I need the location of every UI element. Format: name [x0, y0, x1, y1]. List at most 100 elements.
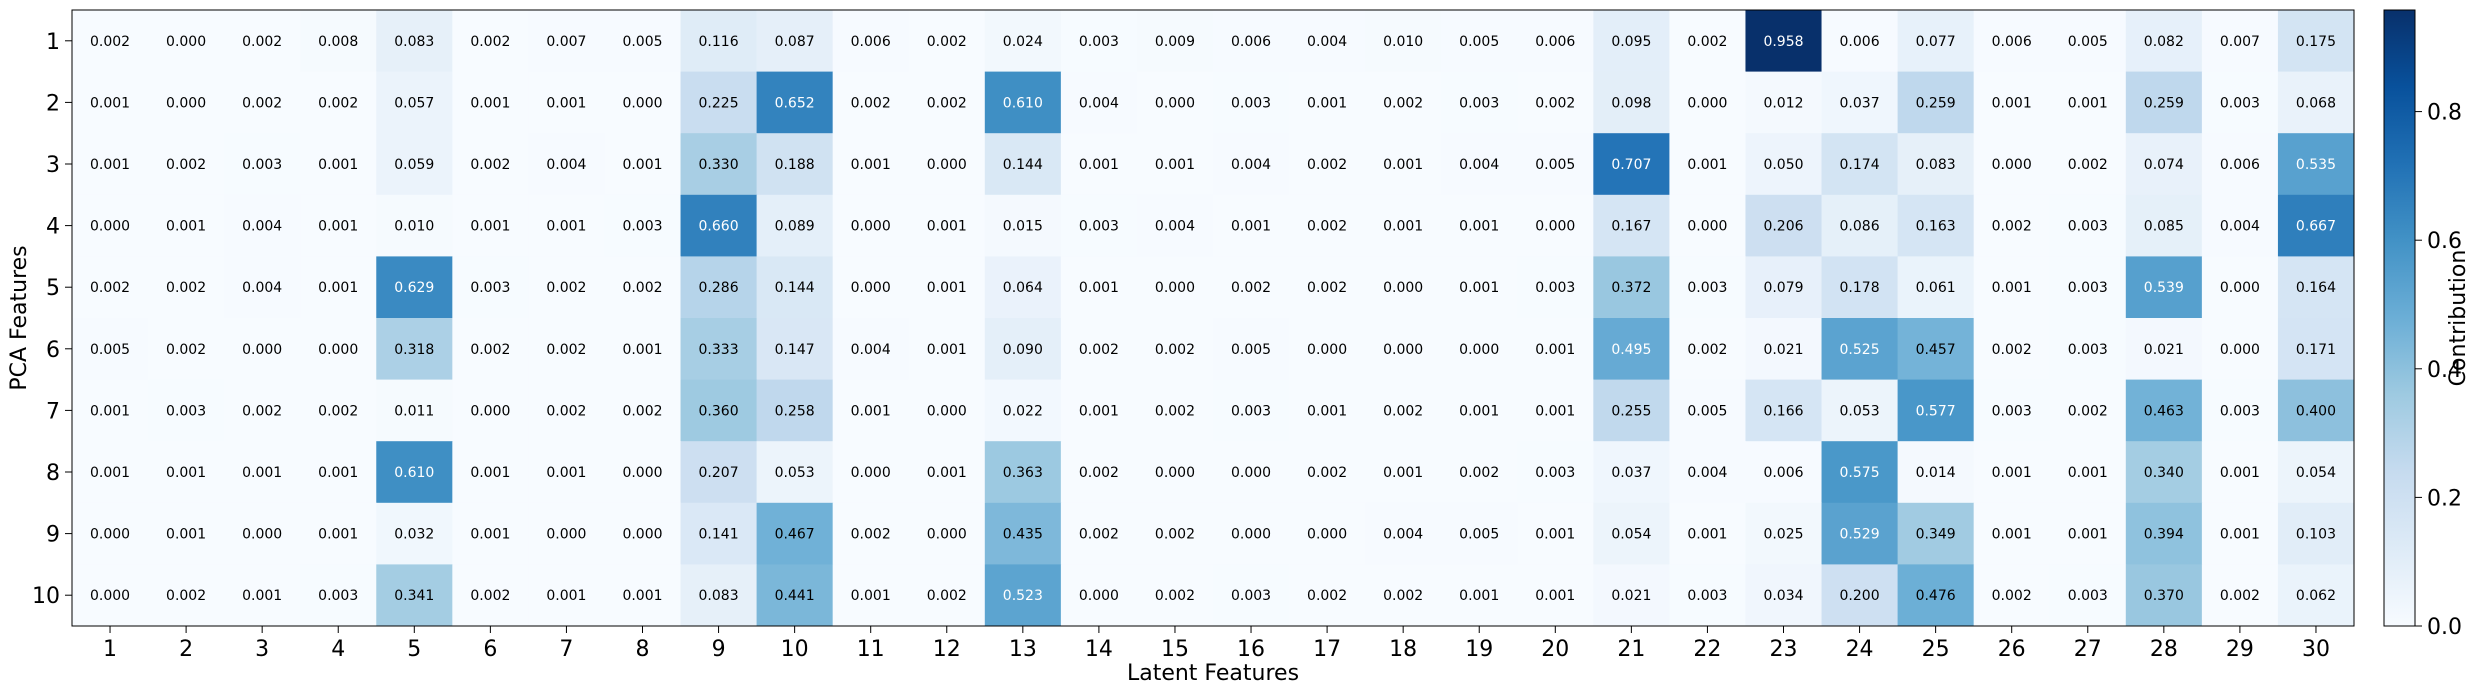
cell-value-label: 0.001 [622, 342, 662, 358]
cell-value-label: 0.006 [1231, 34, 1271, 50]
cell-value-label: 0.000 [851, 280, 891, 296]
heatmap-cell [1441, 256, 1518, 319]
cell-value-label: 0.164 [2296, 280, 2336, 296]
cell-value-label: 0.539 [2144, 280, 2184, 296]
heatmap-cell [1060, 564, 1138, 627]
heatmap-cell [1060, 71, 1138, 134]
cell-value-label: 0.003 [1231, 95, 1271, 111]
cell-value-label: 0.001 [470, 219, 510, 235]
cell-value-label: 0.002 [1687, 342, 1727, 358]
cell-value-label: 0.001 [90, 403, 130, 419]
heatmap-cell [452, 10, 529, 73]
cell-value-label: 0.054 [2296, 465, 2336, 481]
cell-value-label: 0.116 [699, 34, 739, 50]
heatmap-cell [908, 318, 986, 381]
cell-value-label: 0.372 [1611, 280, 1651, 296]
heatmap-cell [1365, 194, 1442, 257]
heatmap-cell [1821, 379, 1899, 442]
heatmap-cell [1897, 133, 1975, 196]
heatmap-cell [832, 194, 910, 257]
x-tick-label: 29 [2226, 637, 2254, 662]
heatmap-cell [1060, 133, 1138, 196]
heatmap-cell [2049, 10, 2127, 73]
heatmap-cell [680, 194, 758, 257]
cell-value-label: 0.002 [470, 34, 510, 50]
y-tick-label: 5 [46, 276, 60, 301]
heatmap-cell [1441, 318, 1518, 381]
cell-value-label: 0.001 [470, 465, 510, 481]
cell-value-label: 0.259 [1916, 95, 1956, 111]
plot-frame [71, 9, 2355, 627]
cell-value-label: 0.083 [394, 34, 434, 50]
cell-value-label: 0.363 [1003, 465, 1043, 481]
cell-value-label: 0.002 [166, 280, 206, 296]
cell-value-label: 0.004 [242, 280, 282, 296]
cell-value-label: 0.001 [242, 465, 282, 481]
cell-value-label: 0.002 [1231, 280, 1271, 296]
heatmap-cell [756, 379, 834, 442]
heatmap-cell [528, 194, 605, 257]
heatmap-cell [1289, 71, 1366, 134]
x-tick-label: 7 [559, 637, 573, 662]
cell-value-label: 0.001 [1535, 527, 1575, 543]
cell-value-label: 0.003 [1231, 403, 1271, 419]
heatmap-cell [72, 133, 149, 196]
cell-value-label: 0.001 [546, 465, 586, 481]
heatmap-cell [1745, 133, 1823, 196]
heatmap-cell [1593, 256, 1670, 319]
cell-value-label: 0.002 [1307, 219, 1347, 235]
heatmap-cell [1517, 564, 1594, 627]
cell-value-label: 0.003 [470, 280, 510, 296]
x-tick-label: 27 [2074, 637, 2102, 662]
heatmap-cell [1365, 441, 1442, 504]
cell-value-label: 0.021 [1763, 342, 1803, 358]
cell-value-label: 0.006 [1840, 34, 1880, 50]
heatmap-cell [148, 71, 225, 134]
heatmap-cell [680, 318, 758, 381]
cell-value-label: 0.349 [1916, 527, 1956, 543]
cell-value-label: 0.610 [1003, 95, 1043, 111]
cell-value-label: 0.001 [1383, 157, 1423, 173]
colorbar-tick-label: 0.0 [2427, 615, 2462, 640]
heatmap-cell [1897, 10, 1975, 73]
heatmap-cell [300, 564, 377, 627]
cell-value-label: 0.259 [2144, 95, 2184, 111]
cell-value-label: 0.467 [775, 527, 815, 543]
heatmap-cell [224, 10, 301, 73]
heatmap-cell [1365, 133, 1442, 196]
cell-value-label: 0.001 [1992, 95, 2032, 111]
heatmap-cell [2125, 256, 2203, 319]
heatmap-cell [1060, 10, 1138, 73]
heatmap-cell [1897, 502, 1975, 565]
heatmap-cell [604, 256, 682, 319]
heatmap-cell [148, 502, 225, 565]
heatmap-cell [1745, 71, 1823, 134]
cell-value-label: 0.001 [318, 219, 358, 235]
cell-value-label: 0.002 [1155, 403, 1195, 419]
heatmap-cell [1213, 564, 1290, 627]
heatmap-cell [1897, 194, 1975, 257]
cell-value-label: 0.001 [318, 280, 358, 296]
cell-value-label: 0.000 [927, 527, 967, 543]
cell-value-label: 0.062 [2296, 588, 2336, 604]
cell-value-label: 0.003 [1079, 219, 1119, 235]
heatmap-cell [1669, 256, 1746, 319]
heatmap-cell [1973, 564, 2051, 627]
heatmap-cell [376, 133, 453, 196]
cell-value-label: 0.001 [166, 527, 206, 543]
cell-value-label: 0.002 [1155, 527, 1195, 543]
cell-value-label: 0.007 [546, 34, 586, 50]
cell-value-label: 0.074 [2144, 157, 2184, 173]
cell-value-label: 0.360 [699, 403, 739, 419]
heatmap-cell [832, 564, 910, 627]
heatmap-cell [1289, 441, 1366, 504]
cell-value-label: 0.166 [1763, 403, 1803, 419]
heatmap-cell [984, 564, 1062, 627]
heatmap-cell [148, 10, 225, 73]
cell-value-label: 0.001 [2068, 465, 2108, 481]
heatmap-cell [604, 10, 682, 73]
heatmap-cell [1213, 10, 1290, 73]
cell-value-label: 0.001 [1687, 527, 1727, 543]
heatmap-cell [832, 71, 910, 134]
